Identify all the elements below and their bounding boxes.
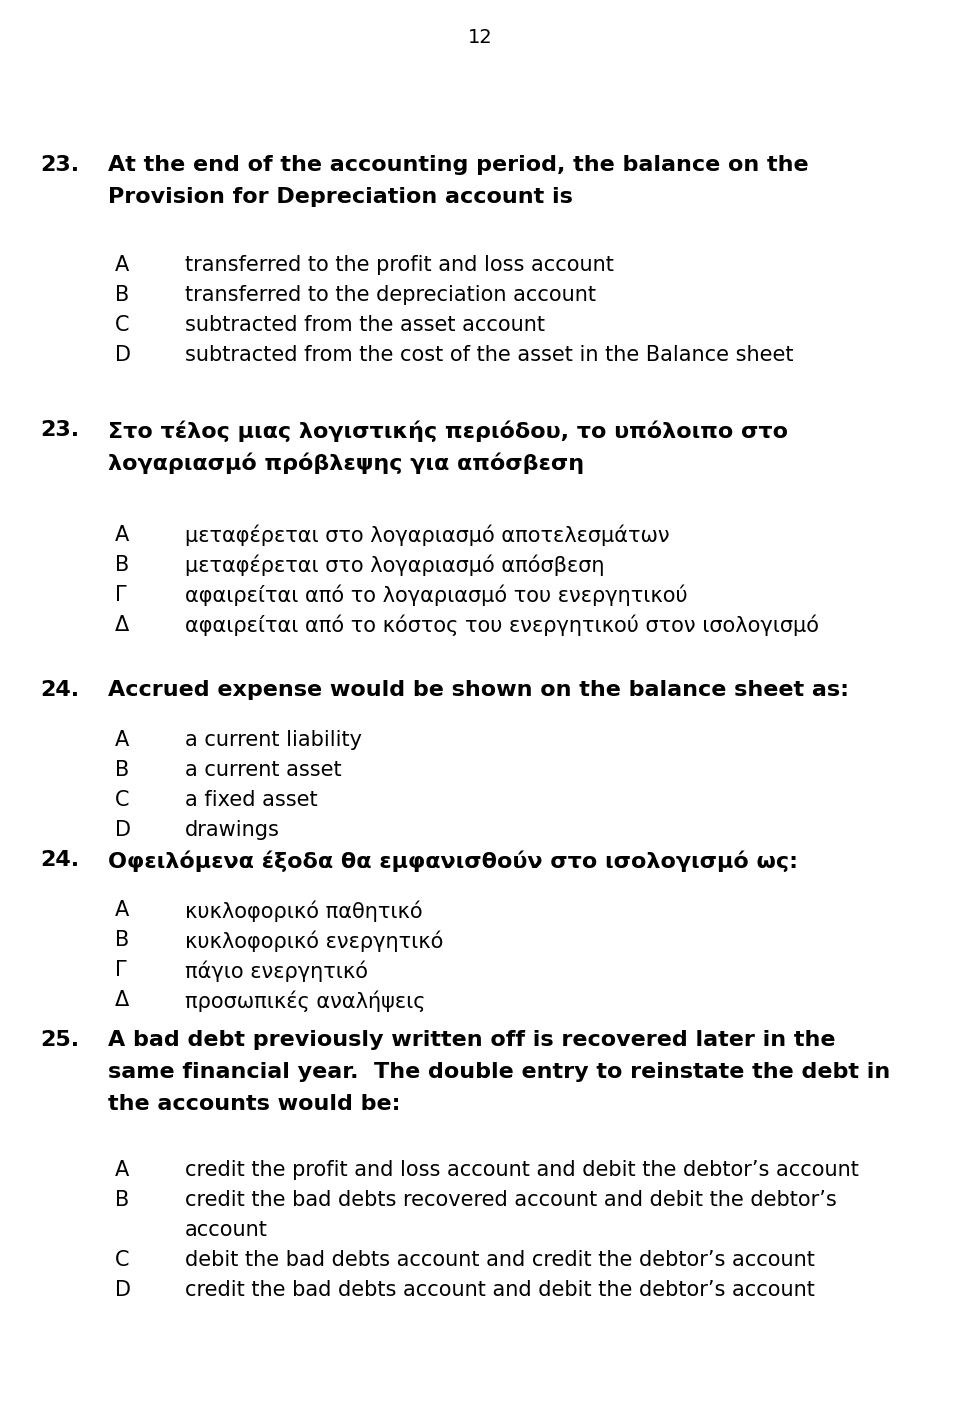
Text: a current asset: a current asset xyxy=(185,760,342,780)
Text: C: C xyxy=(115,790,130,811)
Text: Α: Α xyxy=(115,525,130,545)
Text: Β: Β xyxy=(115,555,130,575)
Text: B: B xyxy=(115,760,130,780)
Text: transferred to the depreciation account: transferred to the depreciation account xyxy=(185,285,596,305)
Text: a fixed asset: a fixed asset xyxy=(185,790,318,811)
Text: 23.: 23. xyxy=(40,420,79,440)
Text: κυκλοφορικό ενεργητικό: κυκλοφορικό ενεργητικό xyxy=(185,930,444,951)
Text: account: account xyxy=(185,1220,268,1241)
Text: 25.: 25. xyxy=(40,1030,79,1050)
Text: 24.: 24. xyxy=(40,680,79,700)
Text: D: D xyxy=(115,821,131,840)
Text: 23.: 23. xyxy=(40,155,79,176)
Text: credit the profit and loss account and debit the debtor’s account: credit the profit and loss account and d… xyxy=(185,1161,859,1180)
Text: μεταφέρεται στο λογαριασμό αποτελεσμάτων: μεταφέρεται στο λογαριασμό αποτελεσμάτων xyxy=(185,525,670,547)
Text: λογαριασμό πρόβλεψης για απόσβεση: λογαριασμό πρόβλεψης για απόσβεση xyxy=(108,452,584,473)
Text: Δ: Δ xyxy=(115,991,130,1010)
Text: D: D xyxy=(115,1280,131,1300)
Text: B: B xyxy=(115,1190,130,1210)
Text: D: D xyxy=(115,346,131,365)
Text: 12: 12 xyxy=(468,28,492,46)
Text: Οφειλόμενα έξοδα θα εμφανισθούν στο ισολογισμό ως:: Οφειλόμενα έξοδα θα εμφανισθούν στο ισολ… xyxy=(108,850,798,871)
Text: Α: Α xyxy=(115,901,130,920)
Text: Accrued expense would be shown on the balance sheet as:: Accrued expense would be shown on the ba… xyxy=(108,680,849,700)
Text: drawings: drawings xyxy=(185,821,280,840)
Text: αφαιρείται από το λογαριασμό του ενεργητικού: αφαιρείται από το λογαριασμό του ενεργητ… xyxy=(185,584,687,607)
Text: same financial year.  The double entry to reinstate the debt in: same financial year. The double entry to… xyxy=(108,1062,890,1082)
Text: A: A xyxy=(115,254,130,275)
Text: credit the bad debts account and debit the debtor’s account: credit the bad debts account and debit t… xyxy=(185,1280,815,1300)
Text: A: A xyxy=(115,1161,130,1180)
Text: C: C xyxy=(115,315,130,334)
Text: 24.: 24. xyxy=(40,850,79,870)
Text: κυκλοφορικό παθητικό: κυκλοφορικό παθητικό xyxy=(185,901,422,922)
Text: At the end of the accounting period, the balance on the: At the end of the accounting period, the… xyxy=(108,155,808,176)
Text: subtracted from the asset account: subtracted from the asset account xyxy=(185,315,545,334)
Text: Γ: Γ xyxy=(115,960,127,981)
Text: the accounts would be:: the accounts would be: xyxy=(108,1094,400,1114)
Text: Γ: Γ xyxy=(115,584,127,606)
Text: debit the bad debts account and credit the debtor’s account: debit the bad debts account and credit t… xyxy=(185,1250,815,1270)
Text: a current liability: a current liability xyxy=(185,731,362,750)
Text: A: A xyxy=(115,731,130,750)
Text: αφαιρείται από το κόστος του ενεργητικού στον ισολογισμό: αφαιρείται από το κόστος του ενεργητικού… xyxy=(185,615,819,636)
Text: Στο τέλος μιας λογιστικής περιόδου, το υπόλοιπο στο: Στο τέλος μιας λογιστικής περιόδου, το υ… xyxy=(108,420,788,441)
Text: B: B xyxy=(115,285,130,305)
Text: Δ: Δ xyxy=(115,615,130,635)
Text: A bad debt previously written off is recovered later in the: A bad debt previously written off is rec… xyxy=(108,1030,835,1050)
Text: Β: Β xyxy=(115,930,130,950)
Text: credit the bad debts recovered account and debit the debtor’s: credit the bad debts recovered account a… xyxy=(185,1190,837,1210)
Text: Provision for Depreciation account is: Provision for Depreciation account is xyxy=(108,187,573,207)
Text: subtracted from the cost of the asset in the Balance sheet: subtracted from the cost of the asset in… xyxy=(185,346,794,365)
Text: μεταφέρεται στο λογαριασμό απόσβεση: μεταφέρεται στο λογαριασμό απόσβεση xyxy=(185,555,605,576)
Text: πάγιο ενεργητικό: πάγιο ενεργητικό xyxy=(185,960,368,982)
Text: C: C xyxy=(115,1250,130,1270)
Text: transferred to the profit and loss account: transferred to the profit and loss accou… xyxy=(185,254,613,275)
Text: προσωπικές αναλήψεις: προσωπικές αναλήψεις xyxy=(185,991,425,1012)
